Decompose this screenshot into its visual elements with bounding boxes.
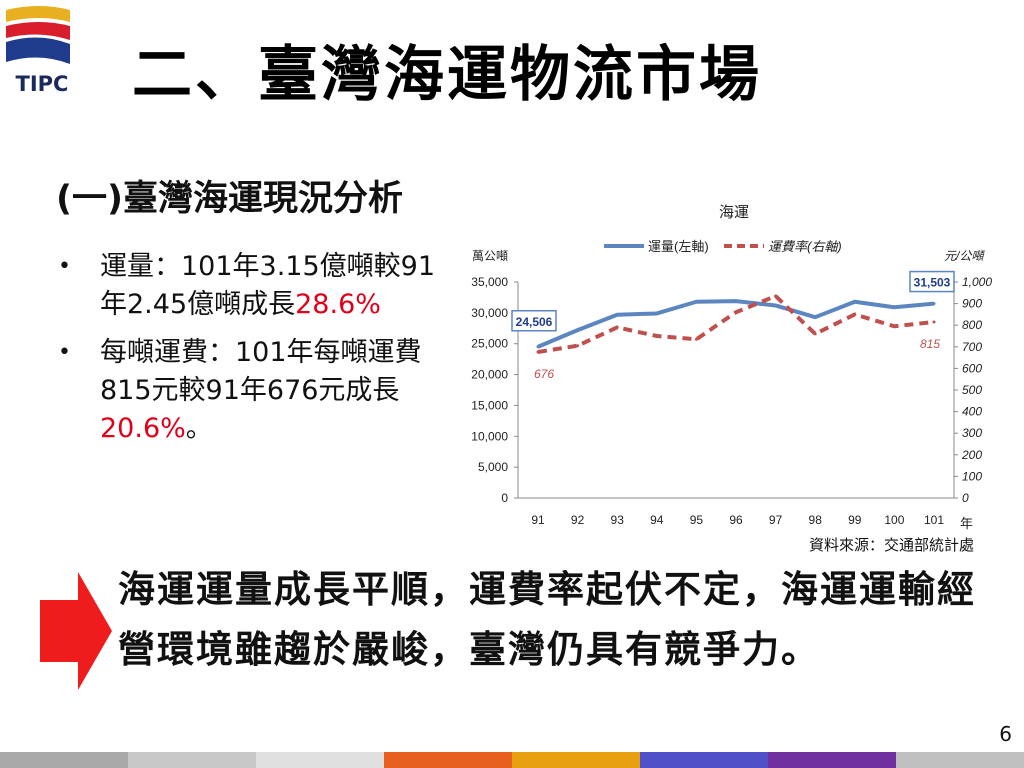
data-point-freight: [774, 294, 778, 298]
legend-label-volume: 運量(左軸): [648, 239, 709, 254]
bullet-freight: • 每噸運費：101年每噸運費815元較91年676元成長 20.6%。: [58, 334, 448, 448]
data-point-volume: [853, 300, 857, 304]
right-tick-label: 0: [962, 491, 969, 505]
footer-segment: [384, 752, 512, 768]
data-point-volume: [536, 345, 540, 349]
logo-mark-icon: [6, 6, 70, 64]
right-tick-label: 400: [962, 405, 982, 419]
chart-source: 資料來源：交通部統計處: [809, 536, 974, 554]
left-tick-label: 25,000: [471, 337, 508, 351]
right-tick-label: 800: [962, 318, 982, 332]
x-tick-label: 96: [729, 513, 743, 527]
x-tick-label: 100: [884, 513, 904, 527]
tipc-logo: TIPC: [4, 4, 74, 96]
data-point-volume: [774, 303, 778, 307]
footer-segment: [0, 752, 128, 768]
data-point-volume: [734, 299, 738, 303]
annotation-start-freight: 676: [534, 367, 554, 381]
data-point-volume: [813, 315, 817, 319]
right-tick-label: 600: [962, 361, 982, 375]
bullet-list: • 運量：101年3.15億噸較91年2.45億噸成長28.6% • 每噸運費：…: [58, 248, 448, 458]
footer-segment: [128, 752, 256, 768]
bullet-highlight: 28.6%: [295, 289, 381, 320]
data-point-freight: [892, 324, 896, 328]
x-tick-label: 99: [848, 513, 862, 527]
footer-segment: [256, 752, 384, 768]
data-point-freight: [615, 325, 619, 329]
data-point-freight: [932, 320, 936, 324]
footer-segment: [512, 752, 640, 768]
bullet-suffix: 。: [185, 413, 213, 444]
x-tick-label: 98: [809, 513, 823, 527]
annotation-end-volume: 31,503: [914, 276, 951, 290]
x-tick-label: 95: [690, 513, 704, 527]
data-point-volume: [576, 328, 580, 332]
red-arrow-icon: [40, 572, 112, 690]
left-tick-label: 30,000: [471, 306, 508, 320]
x-tick-label: 93: [611, 513, 625, 527]
chart-title: 海運: [719, 204, 749, 221]
annotation-box-end: [909, 270, 955, 293]
right-tick-label: 1,000: [962, 275, 992, 289]
data-point-freight: [536, 350, 540, 354]
right-tick-label: 700: [962, 340, 982, 354]
x-tick-label: 92: [571, 513, 585, 527]
data-point-freight: [576, 344, 580, 348]
footer-segment: [640, 752, 768, 768]
left-tick-label: 20,000: [471, 368, 508, 382]
data-point-volume: [615, 313, 619, 317]
right-tick-label: 300: [962, 426, 982, 440]
x-tick-label: 94: [650, 513, 664, 527]
section-subtitle: (一)臺灣海運現況分析: [56, 179, 403, 219]
bullet-text: 運量：101年3.15億噸較91年2.45億噸成長: [100, 251, 436, 320]
footer-segment: [768, 752, 896, 768]
data-point-volume: [694, 300, 698, 304]
left-tick-label: 5,000: [478, 460, 508, 474]
left-tick-label: 10,000: [471, 429, 508, 443]
bullet-dot-icon: •: [58, 254, 71, 279]
data-point-freight: [734, 310, 738, 314]
left-tick-label: 15,000: [471, 398, 508, 412]
data-point-volume: [932, 302, 936, 306]
x-axis-unit: 年: [960, 516, 973, 531]
data-point-freight: [813, 332, 817, 336]
right-axis-unit: 元/公噸: [944, 249, 985, 263]
series-line-volume: [537, 299, 935, 349]
right-tick-label: 200: [961, 448, 982, 462]
bullet-dot-icon: •: [58, 340, 71, 365]
bullet-text: 每噸運費：101年每噸運費815元較91年676元成長: [100, 337, 422, 406]
left-tick-label: 35,000: [471, 275, 508, 289]
bullet-highlight: 20.6%: [100, 413, 186, 444]
bullet-volume: • 運量：101年3.15億噸較91年2.45億噸成長28.6%: [58, 248, 448, 324]
right-tick-label: 100: [962, 469, 982, 483]
logo-text: TIPC: [15, 72, 69, 96]
page-title: 二、臺灣海運物流市場: [132, 40, 762, 110]
left-tick-label: 0: [501, 491, 508, 505]
shipping-chart: 海運運量(左軸) 運費率(右軸) 萬公噸 元/公噸 0 5,000 10,000 15,000…: [471, 204, 992, 554]
data-point-freight: [694, 337, 698, 341]
left-axis-unit: 萬公噸: [472, 249, 508, 263]
legend-label-freight: 運費率(右軸): [768, 239, 842, 254]
footer-segment: [896, 752, 1024, 768]
conclusion-text: 海運運量成長平順，運費率起伏不定，海運運輸經營環境雖趨於嚴峻，臺灣仍具有競爭力。: [118, 568, 976, 671]
annotation-start-volume: 24,506: [516, 315, 553, 329]
data-point-freight: [655, 334, 659, 338]
right-tick-label: 900: [962, 297, 982, 311]
data-point-volume: [892, 305, 896, 309]
data-point-freight: [853, 312, 857, 316]
annotation-end-freight: 815: [920, 337, 940, 351]
x-tick-label: 101: [924, 513, 944, 527]
right-tick-label: 500: [962, 383, 982, 397]
page-number: 6: [999, 722, 1012, 746]
annotation-box-start: [511, 310, 557, 332]
x-tick-label: 91: [531, 513, 545, 527]
footer-color-bar: [0, 752, 1024, 768]
x-tick-label: 97: [769, 513, 783, 527]
data-point-volume: [655, 311, 659, 315]
